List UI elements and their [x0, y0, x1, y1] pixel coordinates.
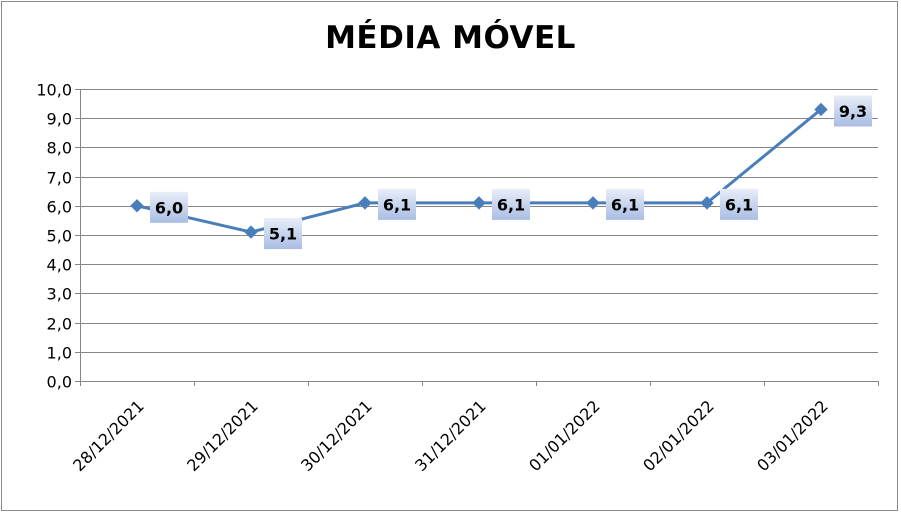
series-line — [136, 108, 822, 234]
x-tick-label: 30/12/2021 — [297, 396, 376, 475]
x-tick-label: 29/12/2021 — [183, 396, 262, 475]
data-point-marker — [700, 196, 714, 210]
data-point-marker — [472, 196, 486, 210]
data-label: 6,1 — [497, 195, 525, 214]
y-axis-ticks: 0,0 1,0 2,0 3,0 4,0 5,0 6,0 7,0 8,0 9,0 10,0 — [36, 81, 72, 392]
x-tick-label: 28/12/2021 — [69, 396, 148, 475]
x-axis-ticks: 28/12/2021 29/12/2021 30/12/2021 31/12/2021… — [69, 396, 832, 475]
data-label-box — [492, 188, 530, 220]
data-point-marker — [814, 102, 828, 117]
chart-title: MÉDIA MÓVEL — [325, 20, 576, 56]
data-label-box — [606, 188, 644, 220]
data-label: 6,1 — [383, 195, 411, 214]
x-tick-label: 01/01/2022 — [525, 396, 604, 475]
data-label-box — [150, 191, 188, 223]
series-line-path — [136, 108, 822, 234]
data-label-box — [264, 218, 302, 250]
data-point-marker — [358, 196, 372, 210]
data-point-marker — [244, 225, 258, 239]
y-tick-label: 3,0 — [47, 285, 72, 304]
data-label-box — [834, 95, 872, 127]
data-point-marker — [130, 199, 144, 213]
data-label-box — [378, 188, 416, 220]
y-tick-label: 6,0 — [47, 198, 72, 217]
x-tick-label: 03/01/2022 — [753, 396, 832, 475]
series-markers — [130, 102, 828, 239]
y-tick-label: 9,0 — [47, 110, 72, 129]
data-label: 6,1 — [611, 195, 639, 214]
y-tick-label: 1,0 — [47, 344, 72, 363]
y-tick-label: 5,0 — [47, 227, 72, 246]
data-point-marker — [586, 196, 600, 210]
data-label-box — [720, 188, 758, 220]
y-tick-label: 2,0 — [47, 315, 72, 334]
axes — [75, 89, 879, 386]
y-tick-label: 4,0 — [47, 256, 72, 275]
y-tick-label: 7,0 — [47, 169, 72, 188]
data-labels: 6,0 5,1 6,1 6,1 6,1 6,1 9,3 — [150, 95, 872, 250]
x-tick-label: 02/01/2022 — [639, 396, 718, 475]
data-label: 9,3 — [839, 102, 867, 121]
data-label: 6,1 — [725, 195, 753, 214]
data-label: 5,1 — [269, 225, 297, 244]
data-label: 6,0 — [155, 198, 183, 217]
x-tick-label: 31/12/2021 — [411, 396, 490, 475]
y-tick-label: 10,0 — [36, 81, 72, 100]
y-tick-label: 8,0 — [47, 139, 72, 158]
y-tick-label: 0,0 — [47, 373, 72, 392]
